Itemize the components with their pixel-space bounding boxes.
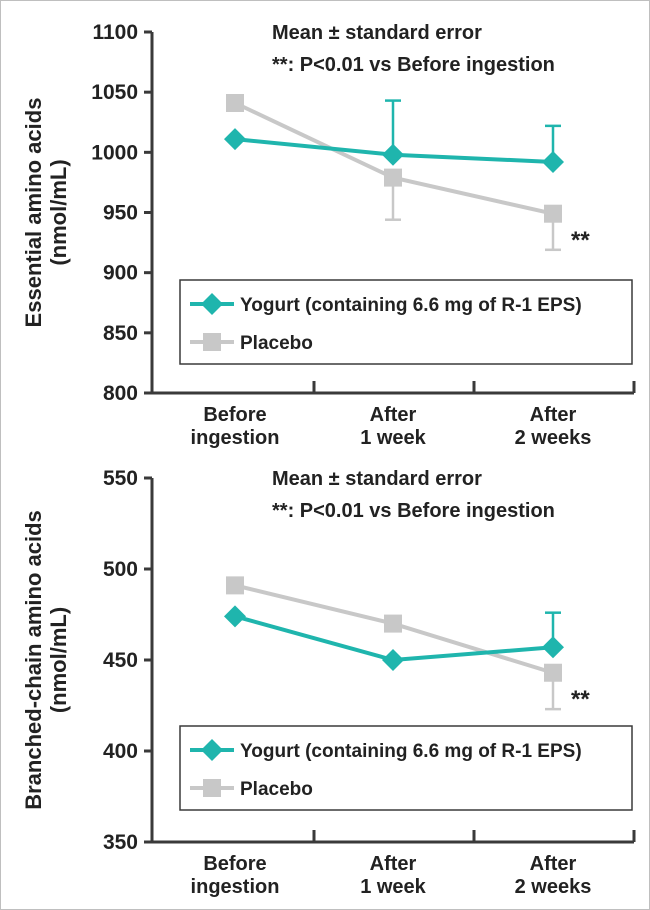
x-tick-label: 1 week — [360, 427, 426, 449]
y-tick-label: 350 — [103, 831, 138, 854]
data-point-square — [544, 663, 562, 682]
y-tick-label: 550 — [103, 467, 138, 490]
y-axis-label: (nmol/mL) — [46, 607, 71, 713]
legend-label: Yogurt (containing 6.6 mg of R-1 EPS) — [240, 741, 582, 762]
legend-box — [179, 725, 633, 811]
legend: Yogurt (containing 6.6 mg of R-1 EPS) Pla… — [179, 279, 633, 365]
y-tick-label: 800 — [103, 382, 138, 405]
x-tick-label: Before — [203, 404, 266, 426]
y-tick-label: 850 — [103, 322, 138, 345]
y-axis-label: Branched-chain amino acids — [21, 510, 46, 810]
legend-marker-diamond — [201, 739, 223, 761]
y-tick-label: 900 — [103, 262, 138, 285]
y-tick-label: 950 — [103, 202, 138, 225]
data-point-diamond — [382, 143, 404, 166]
legend-label: Placebo — [240, 779, 313, 800]
y-tick-label: 400 — [103, 740, 138, 763]
data-point-diamond — [382, 649, 404, 671]
x-tick-label: 2 weeks — [515, 876, 592, 898]
legend-label: Yogurt (containing 6.6 mg of R-1 EPS) — [240, 295, 582, 316]
x-tick-label: 2 weeks — [515, 427, 592, 449]
x-tick-label: 1 week — [360, 876, 426, 898]
data-point-square — [544, 204, 562, 223]
x-tick-label: After — [370, 404, 417, 426]
x-tick-label: ingestion — [191, 876, 280, 898]
x-tick-label: After — [530, 404, 577, 426]
y-tick-label: 500 — [103, 558, 138, 581]
series-placebo — [226, 93, 562, 252]
legend-marker-square — [203, 779, 221, 797]
significance-marker: ** — [571, 227, 590, 254]
data-point-diamond — [224, 128, 246, 151]
y-tick-label: 1000 — [91, 141, 138, 164]
series-yogurt — [224, 99, 564, 173]
data-point-diamond — [224, 605, 246, 628]
significance-marker: ** — [571, 686, 590, 713]
legend: Yogurt (containing 6.6 mg of R-1 EPS) Pla… — [179, 725, 633, 811]
stat-note: Mean ± standard error — [272, 22, 482, 44]
data-point-diamond — [542, 636, 564, 659]
stat-note: Mean ± standard error — [272, 468, 482, 490]
legend-label: Placebo — [240, 333, 313, 354]
x-tick-label: Before — [203, 853, 266, 875]
data-point-square — [384, 614, 402, 633]
x-tick-label: ingestion — [191, 427, 280, 449]
y-axis-label: (nmol/mL) — [46, 159, 71, 265]
data-point-square — [384, 168, 402, 187]
y-tick-label: 450 — [103, 649, 138, 672]
data-point-square — [226, 576, 244, 595]
series-placebo — [226, 576, 562, 711]
y-tick-label: 1050 — [91, 81, 138, 104]
stat-note: **: P<0.01 vs Before ingestion — [272, 54, 555, 76]
legend-marker-square — [203, 333, 221, 351]
series-yogurt — [224, 605, 564, 671]
x-tick-label: After — [370, 853, 417, 875]
y-axis-label: Essential amino acids — [21, 98, 46, 328]
legend-marker-diamond — [201, 293, 223, 315]
data-point-square — [226, 93, 244, 112]
x-tick-label: After — [530, 853, 577, 875]
legend-box — [179, 279, 633, 365]
y-tick-label: 1100 — [92, 21, 138, 44]
stat-note: **: P<0.01 vs Before ingestion — [272, 500, 555, 522]
data-point-diamond — [542, 150, 564, 173]
